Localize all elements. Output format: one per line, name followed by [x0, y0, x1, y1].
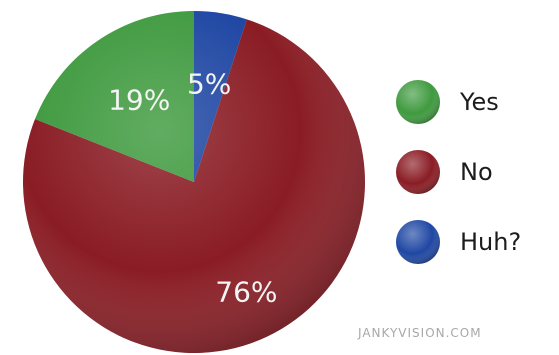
slice-label-yes: 19%: [108, 83, 170, 116]
slice-label-huh: 5%: [187, 68, 231, 101]
slice-label-no: 76%: [215, 275, 277, 308]
legend-label-yes: Yes: [459, 88, 499, 116]
legend-swatch-shading: [396, 80, 440, 124]
pie-slices: [23, 11, 365, 353]
legend-swatch-shading: [396, 220, 440, 264]
watermark-text: JANKYVISION.COM: [357, 326, 482, 340]
legend: Yes No Huh?: [396, 80, 521, 264]
legend-label-huh: Huh?: [460, 228, 521, 256]
legend-swatch-shading: [396, 150, 440, 194]
legend-label-no: No: [460, 158, 493, 186]
